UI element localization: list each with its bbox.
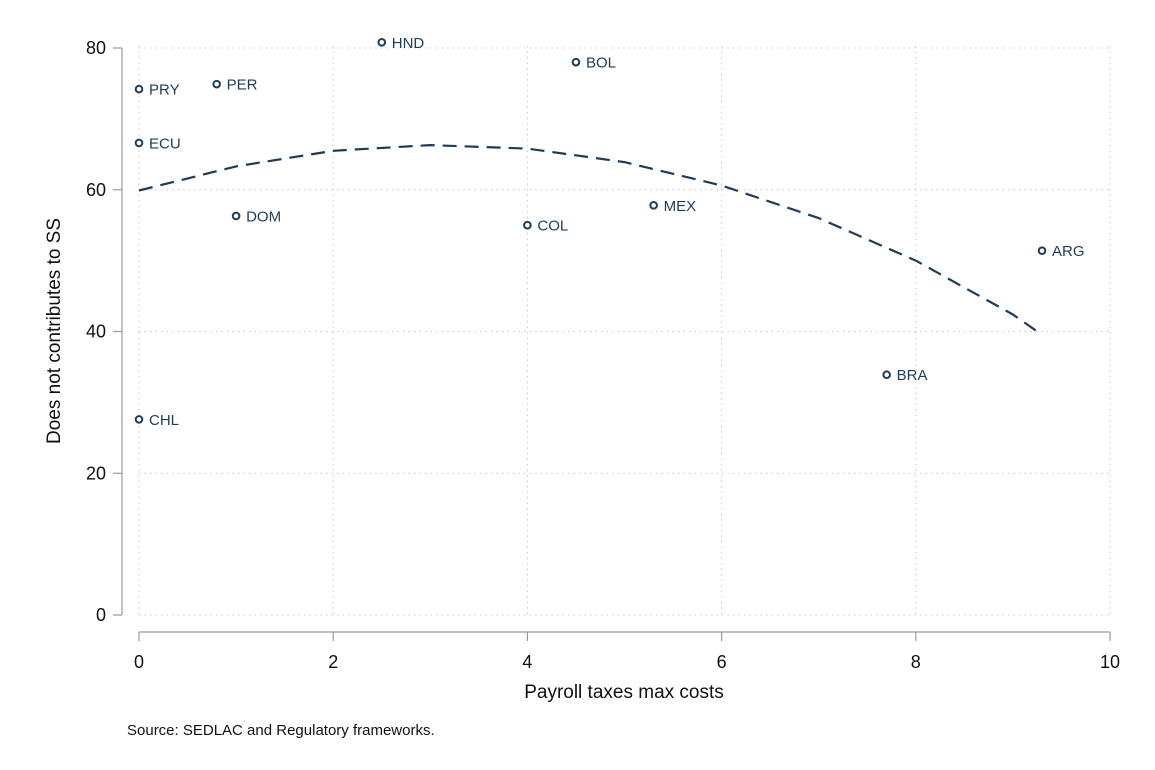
point-label: BRA: [897, 367, 928, 384]
data-point-chl: CHL: [134, 412, 179, 429]
point-label: COL: [537, 218, 568, 235]
gridlines: [138, 46, 1111, 616]
data-point-pry: PRY: [134, 82, 180, 99]
point-label: BOL: [586, 55, 616, 72]
data-point-bol: BOL: [571, 55, 616, 72]
point-marker: [377, 38, 387, 47]
x-tick-label: 8: [911, 652, 921, 672]
y-axis-title: Does not contributes to SS: [44, 218, 65, 444]
point-label: PRY: [149, 82, 180, 99]
y-tick-label: 0: [96, 605, 106, 625]
data-point-ecu: ECU: [134, 135, 181, 152]
point-label: ARG: [1052, 243, 1085, 260]
point-marker: [212, 79, 221, 89]
quadratic-fit-line: [138, 144, 1038, 333]
point-marker: [231, 211, 241, 221]
x-axis-ticks: 0 2 4 6 8 10: [134, 632, 1120, 672]
point-marker: [882, 370, 891, 380]
data-point-col: COL: [523, 218, 568, 235]
x-tick-label: 6: [717, 652, 727, 672]
point-label: ECU: [149, 135, 181, 152]
x-tick-label: 10: [1100, 652, 1120, 672]
y-tick-label: 40: [86, 322, 106, 342]
point-marker: [649, 201, 658, 210]
x-tick-label: 0: [134, 652, 144, 672]
y-axis-ticks: 0 20 40 60 80: [86, 38, 122, 625]
point-label: CHL: [149, 412, 179, 429]
point-marker: [1037, 246, 1047, 256]
data-point-hnd: HND: [377, 35, 425, 52]
data-point-arg: ARG: [1037, 243, 1085, 260]
data-points: HND BOL PRY PER ECU DOM COL MEX ARG BRA CHL: [134, 35, 1085, 429]
point-label: HND: [392, 35, 425, 52]
point-label: DOM: [246, 208, 281, 225]
point-marker: [134, 84, 144, 94]
point-marker: [134, 415, 144, 424]
point-label: PER: [227, 77, 258, 94]
data-point-per: PER: [212, 77, 258, 94]
data-point-mex: MEX: [649, 198, 697, 215]
point-label: MEX: [664, 198, 697, 215]
x-tick-label: 2: [328, 652, 338, 672]
source-note: Source: SEDLAC and Regulatory frameworks…: [127, 722, 435, 739]
point-marker: [134, 138, 144, 148]
y-tick-label: 60: [86, 180, 106, 200]
x-tick-label: 4: [522, 652, 532, 672]
point-marker: [523, 220, 532, 230]
point-marker: [571, 57, 581, 67]
x-axis-title: Payroll taxes max costs: [524, 682, 724, 703]
data-point-dom: DOM: [231, 208, 281, 225]
y-tick-label: 80: [86, 38, 106, 58]
data-point-bra: BRA: [882, 367, 928, 384]
y-tick-label: 20: [86, 463, 106, 483]
